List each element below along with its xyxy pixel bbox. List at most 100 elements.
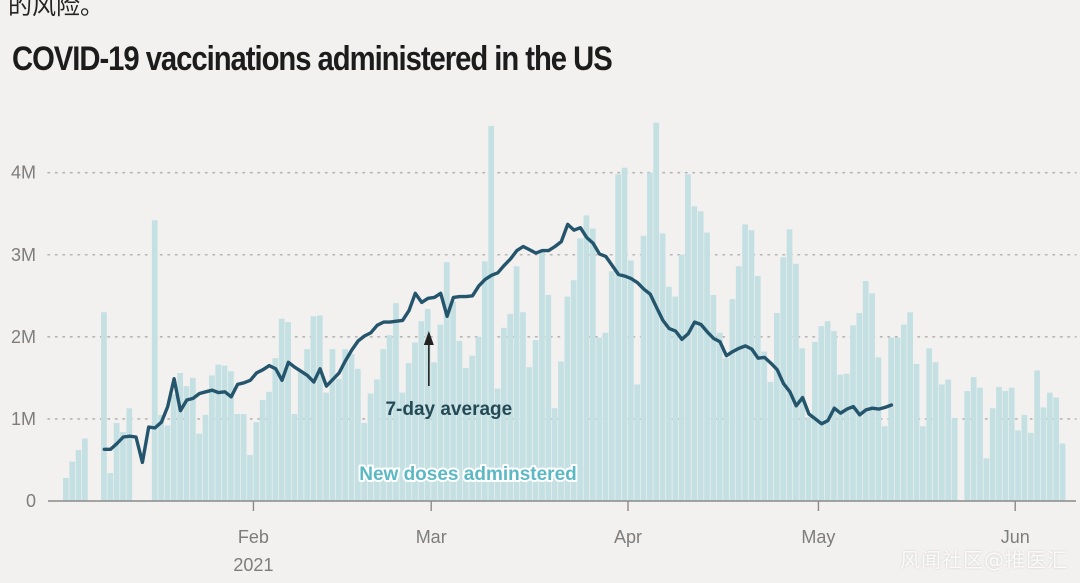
bar <box>431 362 437 501</box>
bar <box>945 379 952 501</box>
bar <box>1021 414 1028 501</box>
bar <box>970 377 977 501</box>
bar <box>653 122 660 501</box>
bar <box>761 351 767 501</box>
seven-day-average-line <box>102 222 894 465</box>
bar <box>209 375 215 501</box>
x-tick-sublabel: 2021 <box>233 555 273 575</box>
bar <box>577 238 583 501</box>
bar <box>240 413 247 501</box>
bar <box>1046 392 1053 501</box>
bar <box>735 266 742 501</box>
chart-title: COVID-19 vaccinations administered in th… <box>12 40 613 78</box>
bar <box>323 392 329 501</box>
bar <box>1002 391 1009 501</box>
bar <box>342 349 349 501</box>
bar <box>894 337 901 501</box>
bar <box>926 348 933 501</box>
bar <box>418 321 425 501</box>
bar <box>996 386 1002 501</box>
bar <box>253 422 260 501</box>
bar <box>837 374 844 501</box>
bar <box>526 367 533 501</box>
bar <box>424 308 431 501</box>
bar <box>697 211 704 501</box>
bar <box>221 365 228 501</box>
bar <box>818 326 825 501</box>
bar <box>1053 397 1060 501</box>
bar <box>361 423 368 501</box>
bar <box>183 386 190 501</box>
bar <box>297 370 304 501</box>
bar <box>939 384 945 501</box>
x-tick-label: Jun <box>1001 527 1030 547</box>
bar <box>247 455 253 501</box>
bar <box>805 417 812 501</box>
bar <box>75 450 82 501</box>
bar <box>767 381 774 501</box>
bar <box>627 260 634 501</box>
bar <box>437 324 444 501</box>
bar <box>393 303 399 501</box>
bar <box>69 461 76 501</box>
bar <box>532 340 539 501</box>
bar <box>196 433 203 501</box>
bar <box>215 364 222 501</box>
bar <box>367 393 374 501</box>
bar <box>291 413 298 501</box>
bar <box>583 215 590 501</box>
bar <box>494 388 501 501</box>
bar <box>475 336 482 501</box>
bar <box>919 426 926 501</box>
bar <box>983 458 990 501</box>
bar <box>259 400 266 501</box>
bar <box>304 349 310 501</box>
bar <box>113 423 120 501</box>
bar <box>539 251 545 501</box>
article-text-snippet: 的风险。 <box>8 0 104 20</box>
bar <box>989 408 996 501</box>
line-series-7-day-average <box>102 222 894 465</box>
bar <box>488 125 495 501</box>
bar <box>589 228 596 502</box>
bar <box>513 266 520 501</box>
bar <box>564 296 571 501</box>
bar <box>329 349 336 501</box>
bar <box>685 174 691 501</box>
bar <box>621 167 628 502</box>
y-tick-label: 4M <box>11 163 36 183</box>
bar <box>520 312 526 501</box>
bar <box>202 414 209 501</box>
x-tick-label: Mar <box>416 527 447 547</box>
x-axis <box>48 500 1076 511</box>
bar <box>234 413 241 501</box>
bar <box>799 348 806 501</box>
bar <box>228 371 234 501</box>
bar <box>824 321 831 501</box>
bar <box>793 263 799 501</box>
bar <box>608 271 615 501</box>
bar <box>666 286 672 501</box>
bar <box>672 296 679 501</box>
bar <box>773 313 780 501</box>
bar <box>405 363 412 501</box>
bar <box>723 358 729 501</box>
bar <box>1034 370 1040 501</box>
bar <box>786 229 793 502</box>
bar <box>120 432 126 501</box>
annotation-7-day-average: 7-day average <box>385 399 512 420</box>
y-tick-label: 2M <box>11 327 36 347</box>
x-tick-label: May <box>801 527 835 547</box>
bar <box>907 312 914 501</box>
bar <box>964 391 971 501</box>
bar <box>678 254 685 501</box>
bar <box>355 368 361 501</box>
bar <box>850 325 856 501</box>
bar <box>450 301 456 501</box>
bar <box>316 315 323 501</box>
bar <box>1040 407 1047 501</box>
bar <box>602 332 609 501</box>
bar <box>443 262 450 501</box>
bar <box>862 281 869 501</box>
